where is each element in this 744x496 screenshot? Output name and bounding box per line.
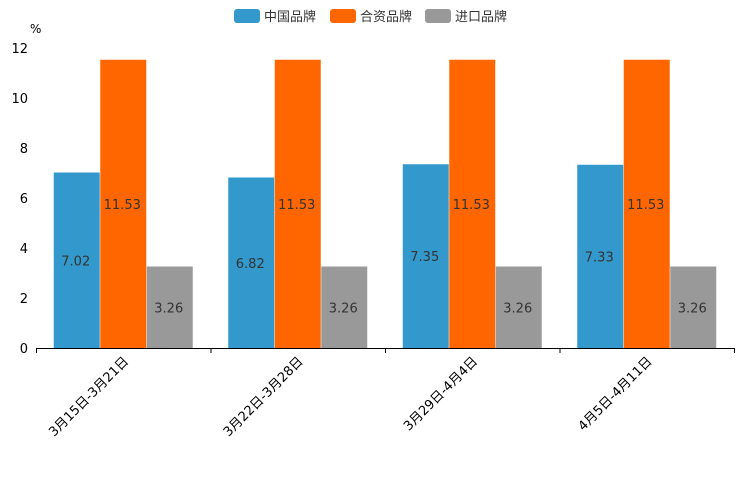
legend-label-2: 合资品牌 — [360, 9, 412, 25]
bar-2-1[interactable] — [100, 59, 147, 348]
bars: 7.02 11.53 3.26 6.82 11.53 3.26 7.35 11.53 3.26 7… — [53, 59, 717, 349]
data-label: 11.53 — [453, 198, 490, 213]
x-axis: 3月15日-3月21日 3月22日-3月28日 3月29日-4月4日 4月5日-4月1… — [36, 348, 735, 440]
bar-3-4[interactable] — [670, 266, 717, 349]
x-tick-label: 4月5日-4月11日 — [576, 354, 656, 434]
bar-2-4[interactable] — [623, 59, 670, 348]
data-label: 3.26 — [329, 301, 358, 316]
y-axis: 0 2 4 6 8 10 12 — [11, 42, 28, 357]
x-tick-label: 3月15日-3月21日 — [46, 354, 132, 440]
legend-swatch-1 — [234, 9, 260, 23]
legend-swatch-2 — [330, 9, 356, 23]
data-label: 3.26 — [678, 301, 707, 316]
data-label: 7.35 — [410, 250, 439, 265]
x-tick-label: 3月29日-4月4日 — [401, 354, 481, 434]
bar-3-2[interactable] — [321, 266, 368, 349]
y-tick-label: 4 — [20, 242, 28, 257]
y-tick-label: 6 — [20, 192, 28, 207]
bar-1-1[interactable] — [53, 172, 100, 349]
y-tick-label: 12 — [11, 42, 28, 57]
y-axis-unit-label: % — [30, 22, 41, 36]
bar-1-2[interactable] — [228, 177, 275, 349]
x-tick-label: 3月22日-3月28日 — [221, 354, 307, 440]
y-tick-label: 0 — [20, 342, 28, 357]
data-label: 11.53 — [104, 198, 141, 213]
data-label: 11.53 — [627, 198, 664, 213]
data-label: 3.26 — [503, 301, 532, 316]
y-tick-label: 2 — [20, 292, 28, 307]
y-tick-label: 8 — [20, 142, 28, 157]
bar-2-2[interactable] — [274, 59, 321, 348]
data-label: 3.26 — [154, 301, 183, 316]
y-tick-label: 10 — [11, 92, 28, 107]
bar-1-4[interactable] — [577, 164, 624, 348]
data-label: 11.53 — [278, 198, 315, 213]
legend-label-1: 中国品牌 — [264, 9, 316, 25]
bar-1-3[interactable] — [402, 164, 449, 348]
bar-2-3[interactable] — [449, 59, 496, 348]
bar-3-1[interactable] — [146, 266, 193, 349]
legend-swatch-3 — [425, 9, 451, 23]
data-label: 6.82 — [236, 257, 265, 272]
data-label: 7.02 — [61, 254, 90, 269]
data-label: 7.33 — [585, 250, 614, 265]
bar-3-3[interactable] — [495, 266, 542, 349]
legend: 中国品牌 合资品牌 进口品牌 — [234, 9, 507, 25]
legend-label-3: 进口品牌 — [455, 9, 507, 25]
